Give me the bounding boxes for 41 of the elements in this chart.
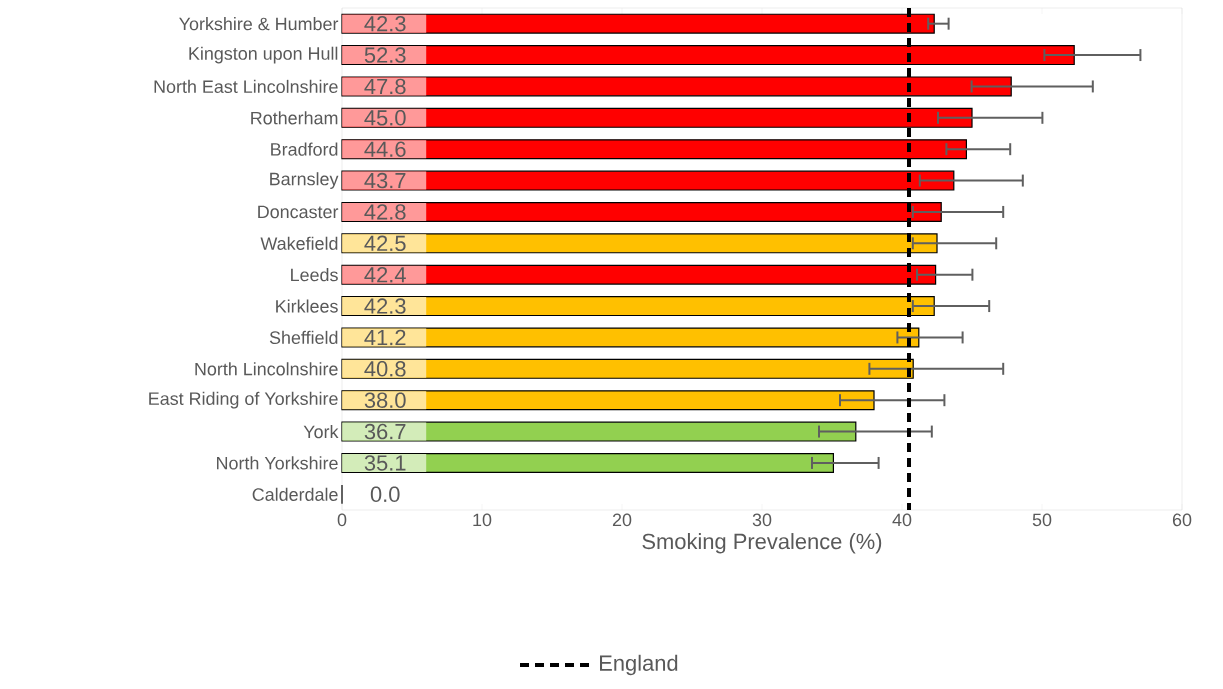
x-tick-label: 10 — [473, 513, 492, 527]
y-tick-label: Kirklees — [276, 299, 338, 313]
x-tick-label: 0 — [337, 513, 347, 527]
y-tick-label: Rotherham — [251, 111, 338, 125]
y-tick-label: East Riding of Yorkshire — [149, 391, 338, 409]
data-label: 43.7 — [364, 172, 406, 189]
y-tick-label: Yorkshire & Humber — [179, 17, 339, 31]
x-tick-label: 60 — [1172, 513, 1192, 527]
data-label: 36.7 — [364, 423, 406, 440]
data-label: 42.3 — [364, 298, 406, 314]
y-tick-label: North Yorkshire — [217, 456, 338, 470]
y-tick-label: Leeds — [291, 268, 338, 282]
data-label: 52.3 — [364, 47, 406, 63]
data-label: 38.0 — [364, 392, 406, 408]
x-tick-label: 40 — [892, 513, 912, 527]
data-label: 42.4 — [364, 267, 406, 283]
data-label: 42.3 — [364, 15, 406, 32]
y-tick-label: North East Lincolnshire — [154, 79, 338, 94]
data-label: 44.6 — [364, 141, 406, 157]
data-label: 0.0 — [370, 486, 400, 503]
data-label: 35.1 — [364, 455, 406, 471]
x-tick-label: 50 — [1032, 513, 1052, 527]
y-tick-label: Doncaster — [258, 205, 339, 219]
y-tick-label: Sheffield — [269, 330, 338, 345]
data-label: 45.0 — [364, 110, 406, 126]
data-label: 42.5 — [364, 235, 406, 252]
y-tick-label: Bradford — [271, 142, 338, 156]
legend-label: England — [600, 654, 678, 676]
data-label: 41.2 — [364, 329, 406, 346]
data-label: 42.8 — [364, 204, 406, 220]
x-axis-title: Smoking Prevalence (%) — [642, 533, 882, 554]
y-tick-label: Calderdale — [252, 487, 338, 501]
y-tick-label: Wakefield — [260, 236, 338, 250]
x-tick-label: 20 — [612, 513, 632, 527]
x-tick-label: 30 — [752, 513, 772, 527]
y-tick-label: Barnsley — [270, 172, 339, 189]
y-tick-label: York — [303, 424, 339, 439]
y-tick-label: Kingston upon Hull — [189, 46, 338, 64]
y-tick-label: North Lincolnshire — [195, 362, 338, 376]
data-label: 47.8 — [364, 78, 406, 95]
data-label: 40.8 — [364, 361, 406, 377]
